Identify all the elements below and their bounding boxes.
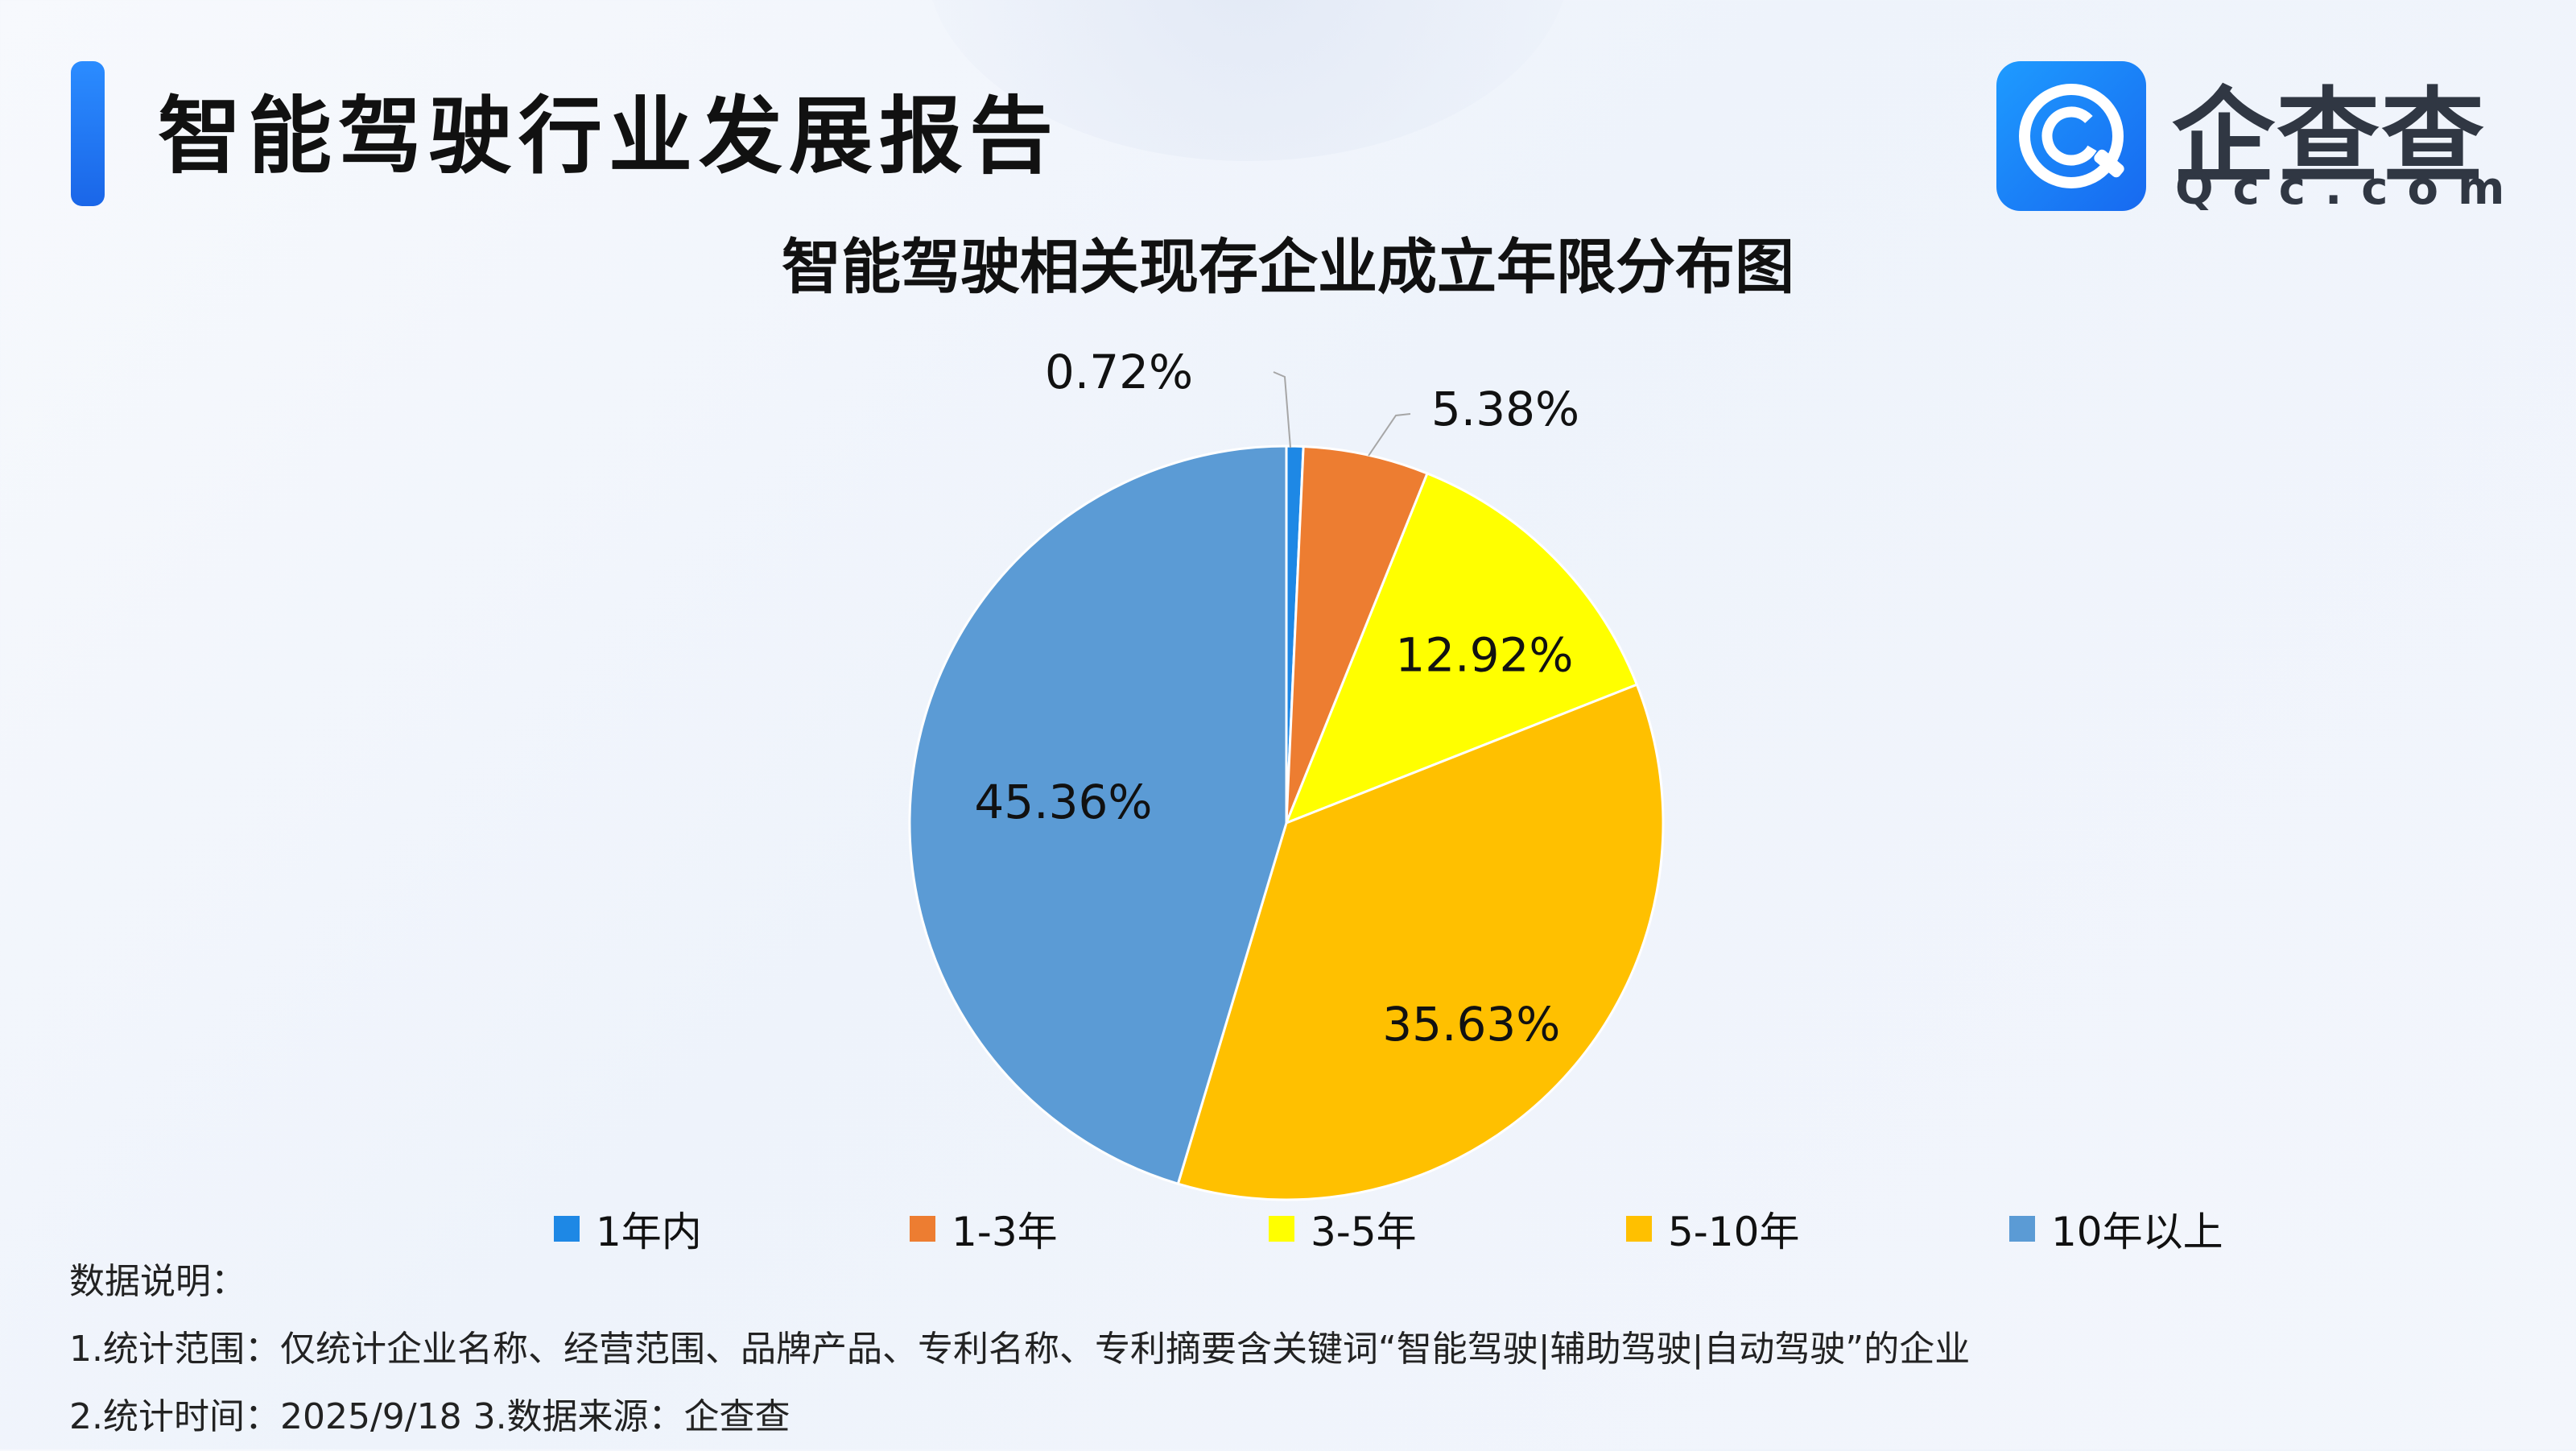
- legend-item-1-3-years: 1-3年: [910, 1200, 1058, 1258]
- data-label-over-10-years: 45.36%: [974, 775, 1152, 829]
- legend-swatch: [2009, 1216, 2035, 1242]
- chart-legend: 1年内 1-3年 3-5年 5-10年 10年以上: [0, 1200, 2576, 1256]
- qcc-logo-domain: Qcc.com: [2175, 163, 2524, 215]
- legend-swatch: [1269, 1216, 1294, 1242]
- legend-label: 1-3年: [952, 1209, 1058, 1255]
- title-accent-bar: [71, 61, 105, 206]
- pie-slice-over-10-years: [908, 444, 1288, 1186]
- legend-label: 1年内: [596, 1209, 702, 1255]
- data-label-5-10-years: 35.63%: [1382, 997, 1560, 1052]
- qcc-logo-name: 企查查: [2172, 77, 2487, 197]
- qcc-logo-icon: [1996, 61, 2146, 211]
- chart-title: 智能驾驶相关现存企业成立年限分布图: [782, 233, 1794, 302]
- legend-swatch: [1626, 1216, 1652, 1242]
- leader-line-within-1-year: [1273, 371, 1291, 449]
- legend-item-over-10-years: 10年以上: [2009, 1200, 2223, 1258]
- legend-item-5-10-years: 5-10年: [1626, 1200, 1799, 1258]
- notes-line-2: 2.统计时间：2025/9/18 3.数据来源：企查查: [69, 1396, 791, 1437]
- qcc-logo: 企查查 Qcc.com: [1996, 60, 2504, 215]
- notes-line-1: 1.统计范围：仅统计企业名称、经营范围、品牌产品、专利名称、专利摘要含关键词“智…: [69, 1329, 1971, 1370]
- pie-slice-5-10-years: [1176, 683, 1665, 1201]
- pie-slice-3-5-years: [1284, 471, 1639, 825]
- leader-line-1-3-years: [1368, 413, 1411, 457]
- pie-slice-1-3-years: [1285, 444, 1429, 824]
- legend-swatch: [910, 1216, 935, 1242]
- data-notes: 数据说明： 1.统计范围：仅统计企业名称、经营范围、品牌产品、专利名称、专利摘要…: [69, 1248, 1970, 1451]
- legend-item-3-5-years: 3-5年: [1269, 1200, 1417, 1258]
- legend-label: 5-10年: [1668, 1209, 1800, 1255]
- legend-label: 3-5年: [1311, 1209, 1417, 1255]
- report-title: 智能驾驶行业发展报告: [158, 87, 1060, 185]
- legend-item-within-1-year: 1年内: [554, 1200, 702, 1258]
- data-label-within-1-year: 0.72%: [1045, 345, 1193, 399]
- data-label-3-5-years: 12.92%: [1395, 628, 1573, 683]
- notes-heading: 数据说明：: [69, 1261, 246, 1302]
- legend-label: 10年以上: [2051, 1209, 2223, 1255]
- data-label-1-3-years: 5.38%: [1431, 382, 1579, 436]
- legend-swatch: [554, 1216, 580, 1242]
